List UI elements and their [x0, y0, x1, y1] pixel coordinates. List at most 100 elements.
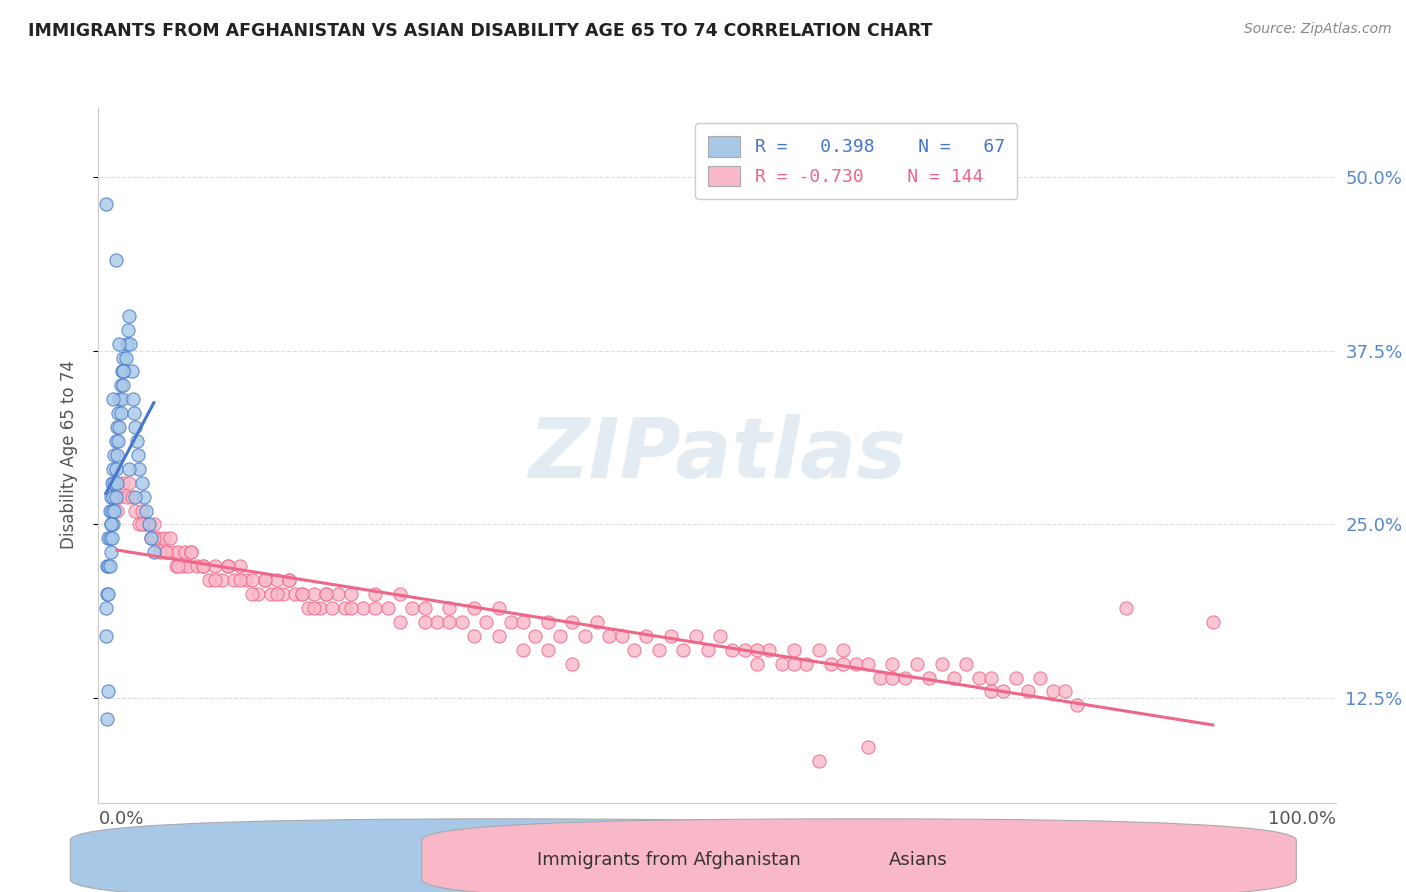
Point: [623, 642, 645, 657]
Point: [401, 601, 423, 615]
Point: [103, 448, 125, 462]
Point: [647, 642, 669, 657]
FancyBboxPatch shape: [422, 819, 1296, 892]
Point: [122, 392, 145, 407]
Point: [247, 587, 270, 601]
Point: [103, 475, 125, 490]
Point: [524, 629, 547, 643]
Point: [745, 657, 768, 671]
Point: [211, 573, 233, 587]
Point: [266, 573, 288, 587]
Point: [104, 490, 127, 504]
Point: [96, 712, 118, 726]
Point: [328, 587, 350, 601]
Point: [100, 490, 122, 504]
Point: [162, 545, 184, 559]
Point: [135, 503, 157, 517]
Point: [807, 642, 830, 657]
Point: [97, 684, 120, 698]
Y-axis label: Disability Age 65 to 74: Disability Age 65 to 74: [59, 360, 77, 549]
Point: [240, 573, 263, 587]
Point: [101, 532, 124, 546]
Point: [260, 587, 283, 601]
Point: [165, 559, 187, 574]
Point: [993, 684, 1015, 698]
Point: [125, 434, 148, 448]
Point: [128, 462, 150, 476]
Point: [807, 754, 830, 768]
Point: [463, 629, 485, 643]
Point: [142, 532, 165, 546]
Point: [284, 587, 307, 601]
Point: [253, 573, 276, 587]
Point: [97, 587, 120, 601]
Point: [103, 517, 125, 532]
Point: [191, 559, 214, 574]
Point: [103, 392, 125, 407]
Point: [278, 573, 301, 587]
Point: [112, 364, 135, 378]
Point: [118, 309, 141, 323]
Point: [240, 587, 263, 601]
Point: [931, 657, 953, 671]
Point: [152, 532, 174, 546]
Point: [636, 629, 658, 643]
Point: [488, 629, 510, 643]
Point: [1017, 684, 1039, 698]
Point: [333, 601, 356, 615]
Point: [537, 615, 560, 629]
Point: [159, 532, 181, 546]
Point: [222, 573, 245, 587]
Point: [112, 475, 135, 490]
Point: [229, 573, 252, 587]
Point: [856, 740, 879, 755]
Point: [124, 490, 146, 504]
Point: [127, 448, 149, 462]
Point: [115, 336, 138, 351]
Text: Source: ZipAtlas.com: Source: ZipAtlas.com: [1244, 22, 1392, 37]
Point: [413, 615, 436, 629]
Point: [107, 434, 129, 448]
Point: [118, 462, 141, 476]
Point: [136, 517, 159, 532]
Point: [882, 657, 904, 671]
Point: [1053, 684, 1076, 698]
Point: [149, 545, 172, 559]
Point: [309, 601, 332, 615]
Point: [110, 406, 132, 420]
Point: [1029, 671, 1052, 685]
Point: [141, 532, 163, 546]
Point: [672, 642, 695, 657]
Point: [783, 657, 806, 671]
Point: [180, 545, 202, 559]
Point: [1004, 671, 1026, 685]
Point: [235, 573, 257, 587]
Point: [172, 559, 194, 574]
FancyBboxPatch shape: [70, 819, 945, 892]
Point: [894, 671, 917, 685]
Point: [450, 615, 472, 629]
Point: [118, 475, 141, 490]
Point: [94, 601, 117, 615]
Point: [97, 532, 120, 546]
Point: [955, 657, 977, 671]
Point: [820, 657, 842, 671]
Point: [271, 587, 294, 601]
Point: [108, 420, 131, 434]
Point: [98, 559, 121, 574]
Text: 100.0%: 100.0%: [1268, 810, 1336, 828]
Point: [340, 601, 363, 615]
Point: [111, 364, 134, 378]
Point: [108, 490, 131, 504]
Point: [108, 392, 131, 407]
Text: ZIPatlas: ZIPatlas: [529, 415, 905, 495]
Point: [115, 490, 138, 504]
Point: [1201, 615, 1223, 629]
Point: [709, 629, 731, 643]
Point: [364, 601, 387, 615]
Point: [105, 420, 128, 434]
Point: [186, 559, 208, 574]
Point: [104, 434, 127, 448]
Point: [352, 601, 374, 615]
Point: [132, 490, 155, 504]
